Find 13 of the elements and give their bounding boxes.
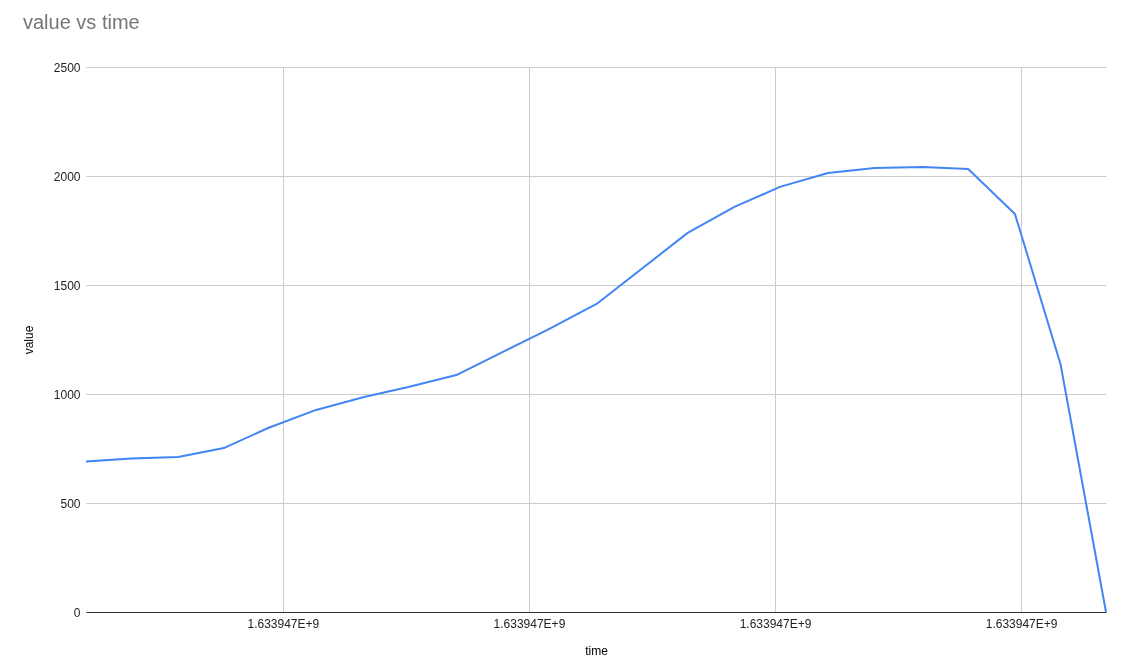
x-axis-title: time: [585, 643, 609, 658]
x-tick-label: 1.633947E+9: [739, 616, 812, 631]
y-tick-label: 1500: [53, 278, 81, 293]
y-tick-label: 2000: [53, 169, 81, 184]
y-tick-label: 2500: [53, 60, 81, 75]
x-tick-label: 1.633947E+9: [985, 616, 1058, 631]
y-tick-label: 0: [73, 605, 81, 620]
y-tick-label: 500: [60, 496, 81, 511]
chart-title: value vs time: [23, 11, 140, 33]
x-tick-label: 1.633947E+9: [493, 616, 566, 631]
x-tick-label: 1.633947E+9: [247, 616, 320, 631]
y-tick-label: 1000: [53, 387, 81, 402]
y-axis-title: value: [21, 325, 36, 355]
